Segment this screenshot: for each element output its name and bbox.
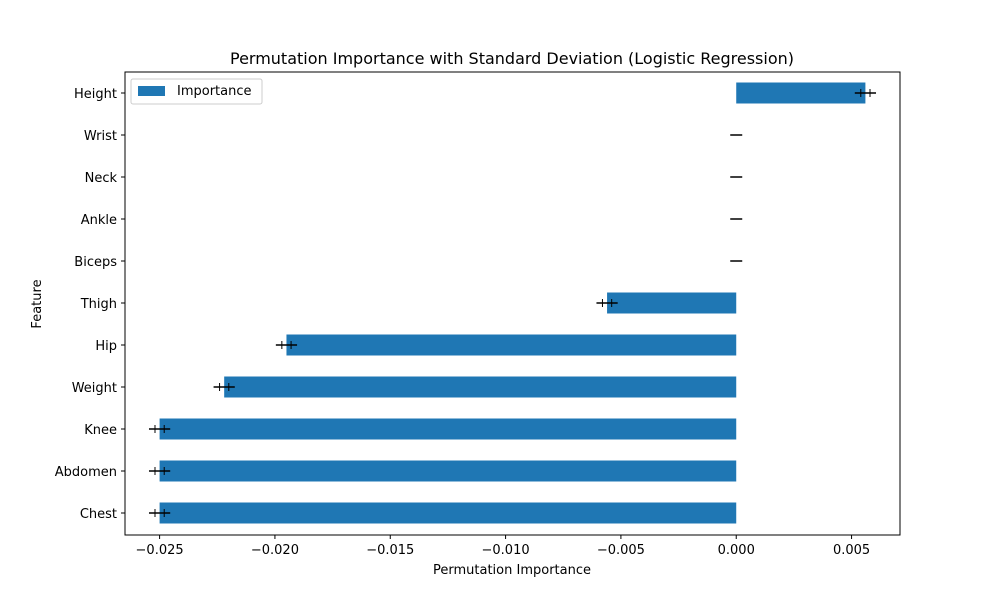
x-axis: −0.025 −0.020 −0.015 −0.010 −0.005 0.000 0.005 [136,535,870,558]
x-tick-label: −0.005 [597,543,645,558]
error-bars-group [148,89,877,517]
y-tick-label: Height [74,87,117,102]
y-tick-label: Abdomen [55,465,117,480]
x-axis-label: Permutation Importance [433,563,591,578]
legend: Importance [130,78,263,105]
y-tick-label: Wrist [84,129,117,144]
error-bar-hip [275,341,298,349]
error-bar-knee [148,425,171,433]
bar-hip [286,334,737,356]
bar-knee [159,418,737,440]
bar-abdomen [159,460,737,482]
chart-title: Permutation Importance with Standard Dev… [230,49,794,68]
y-tick-label: Hip [95,339,117,354]
x-tick-label: 0.000 [718,543,755,558]
y-axis: Height Wrist Neck Ankle Biceps Thigh Hip Weight… [55,87,125,522]
error-bar-chest [148,509,171,517]
error-bar-weight [213,383,235,391]
y-tick-label: Ankle [81,213,117,228]
x-tick-label: −0.015 [366,543,414,558]
x-tick-label: 0.005 [833,543,870,558]
legend-swatch [138,86,165,96]
error-bar-abdomen [148,467,171,475]
y-tick-label: Chest [80,507,117,522]
bar-weight [224,376,737,398]
legend-label: Importance [177,84,252,99]
x-tick-label: −0.020 [251,543,299,558]
bar-height [736,82,866,104]
bar-thigh [607,292,737,314]
x-tick-label: −0.025 [136,543,184,558]
y-tick-label: Thigh [80,297,117,312]
error-bar-height [854,89,877,97]
y-tick-label: Biceps [74,255,117,270]
legend-box [130,78,263,105]
error-bar-thigh [596,299,618,307]
y-tick-label: Knee [84,423,117,438]
y-axis-label: Feature [30,279,45,328]
y-tick-label: Neck [85,171,118,186]
y-tick-label: Weight [72,381,117,396]
bar-chest [159,502,737,524]
bars-group [159,82,866,524]
x-tick-label: −0.010 [482,543,530,558]
